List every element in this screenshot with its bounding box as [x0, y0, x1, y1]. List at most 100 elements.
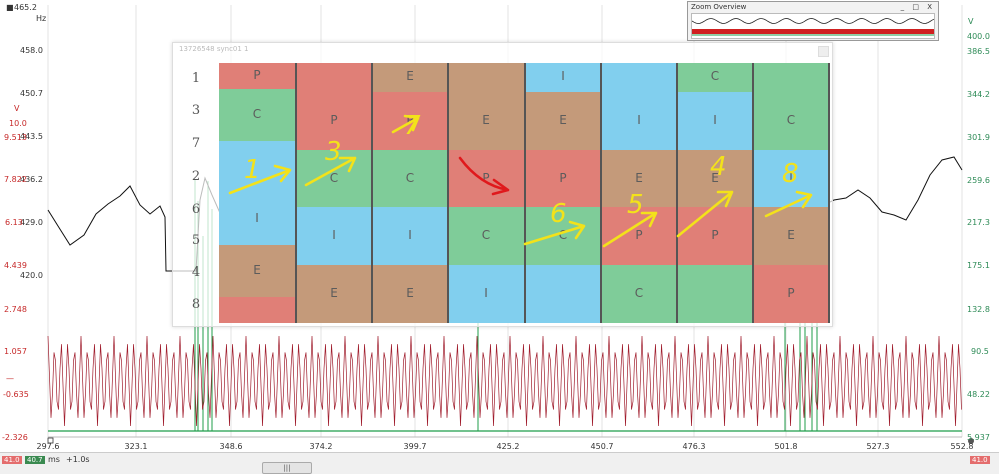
time-tick: 450.7 — [590, 442, 614, 451]
close-icon[interactable] — [818, 46, 829, 57]
hz-tick: 443.5 — [20, 132, 43, 141]
cylinder-label: 5 — [191, 233, 201, 248]
stroke-cell: E — [448, 91, 524, 150]
ruler-handle-left — [47, 437, 54, 444]
stroke-cell: E — [677, 149, 753, 208]
zoom-trace-black — [692, 18, 934, 24]
stroke-cell: I — [372, 207, 448, 266]
stroke-column: I E P C — [601, 63, 677, 323]
zoom-overview-title: Zoom Overview — [691, 3, 747, 11]
left-ruler-chip: 41.0 — [2, 456, 22, 464]
stroke-label: C — [481, 228, 491, 243]
time-tick: 501.8 — [774, 442, 798, 451]
right-tick: 48.22 — [967, 390, 990, 399]
stroke-label: E — [635, 170, 643, 185]
stroke-cell: C — [219, 89, 295, 141]
stroke-column: P C I E — [219, 63, 295, 323]
stroke-cell: P — [448, 149, 524, 208]
right-tick: 400.0 — [967, 32, 990, 41]
stroke-label: P — [482, 170, 490, 185]
stroke-cell: P — [525, 149, 601, 208]
right-tick: 90.5 — [971, 347, 989, 356]
ruler-handle-right — [968, 438, 974, 444]
hz-tick: 420.0 — [20, 271, 43, 280]
right-tick: 386.5 — [967, 47, 990, 56]
hz-axis-max: 465.2 — [14, 3, 37, 12]
right-tick: 217.3 — [967, 218, 990, 227]
left-ruler-value: 40.7 — [25, 456, 45, 464]
stroke-cell: C — [448, 207, 524, 266]
stroke-cell: I — [448, 265, 524, 323]
stroke-cell: C — [677, 63, 753, 92]
horizontal-scrollbar[interactable]: ||| — [262, 462, 312, 474]
status-bar: 41.0 40.7 ms +1.0s ||| 41.0 — [0, 452, 999, 474]
stroke-label: I — [637, 112, 641, 127]
stroke-cell — [219, 297, 295, 323]
stroke-label: E — [559, 112, 567, 127]
stroke-label: I — [789, 170, 793, 185]
hz-axis-top-marker: ■ — [6, 3, 14, 12]
stroke-cell: I — [525, 63, 601, 92]
stroke-label: E — [787, 228, 795, 243]
stroke-label: P — [406, 112, 414, 127]
voltage-red-trace — [47, 335, 962, 427]
column-divider — [524, 63, 526, 323]
stroke-label: P — [559, 170, 567, 185]
stroke-label: C — [252, 107, 262, 121]
stroke-label: E — [253, 263, 261, 277]
stroke-label: I — [255, 211, 259, 225]
stroke-label: E — [330, 286, 338, 301]
stroke-cell: I — [601, 91, 677, 150]
stroke-column: E P C I E — [372, 63, 448, 323]
stroke-cell: C — [525, 207, 601, 266]
hz-tick: 436.2 — [20, 175, 43, 184]
stroke-label: C — [558, 228, 568, 243]
stroke-label: C — [329, 170, 339, 185]
time-tick: 374.2 — [309, 442, 333, 451]
stroke-label: P — [635, 228, 643, 243]
stroke-label: I — [484, 286, 488, 301]
stroke-cell — [753, 63, 829, 92]
v-tick: 7.822 — [4, 175, 27, 184]
stroke-label: P — [787, 286, 795, 301]
zoom-window-buttons[interactable]: _ □ X — [900, 3, 935, 11]
column-divider — [752, 63, 754, 323]
stroke-cell: I — [219, 193, 295, 245]
stroke-column: C I E P — [677, 63, 753, 323]
stroke-label: E — [406, 286, 414, 301]
stroke-cell: P — [677, 207, 753, 266]
cylinder-label: 4 — [191, 265, 201, 280]
v-tick: -2.326 — [2, 433, 28, 442]
stroke-label: C — [786, 112, 796, 127]
time-tick: 476.3 — [682, 442, 706, 451]
stroke-column: P C I E — [296, 63, 372, 323]
stroke-label: P — [253, 68, 261, 82]
zoom-overview-canvas[interactable] — [691, 13, 935, 39]
time-tick: 527.3 — [866, 442, 890, 451]
column-divider — [295, 63, 297, 323]
stroke-label: C — [634, 286, 644, 301]
hz-unit-label: Hz — [36, 14, 47, 23]
stroke-column: I E P C — [525, 63, 601, 323]
time-tick: 297.6 — [36, 442, 60, 451]
right-tick: 175.1 — [967, 261, 990, 270]
cylinder-label: 6 — [191, 202, 201, 217]
v-tick: 6.13 — [5, 218, 23, 227]
v-tick: 10.0 — [9, 119, 27, 128]
stroke-label: P — [330, 112, 338, 127]
hz-tick: 458.0 — [20, 46, 43, 55]
time-tick: 399.7 — [403, 442, 427, 451]
stroke-column: E P C I — [448, 63, 524, 323]
right-tick: 301.9 — [967, 133, 990, 142]
stroke-cell: E — [753, 207, 829, 266]
stroke-label: P — [711, 228, 719, 243]
time-tick: 348.6 — [219, 442, 243, 451]
time-tick: 552.8 — [950, 442, 974, 451]
right-ruler-chip: 41.0 — [970, 456, 990, 464]
zoom-overview-window[interactable]: Zoom Overview _ □ X — [687, 1, 939, 41]
cylinder-label: 3 — [191, 103, 201, 118]
stroke-cell — [219, 141, 295, 193]
stroke-cell: E — [372, 63, 448, 92]
